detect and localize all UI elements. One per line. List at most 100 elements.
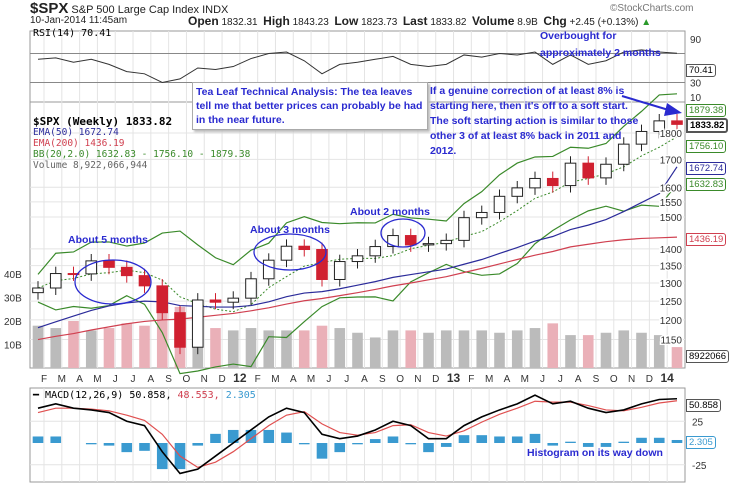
price-tick-label: 1700 [660,155,683,166]
correction-annotation: If a genuine correction of at least 8% i… [430,85,639,157]
volume-bar [210,328,221,368]
x-tick-label: F [468,374,474,385]
brand-logo: ©StockCharts.com [610,3,694,14]
volume-bar [281,330,292,368]
candle-body [617,143,630,165]
x-tick-label: 14 [661,371,675,385]
volume-bar [653,335,665,368]
histogram-bar [210,433,221,443]
rsi-tick-label: 30 [690,79,702,90]
volume-bar [405,330,417,368]
x-tick-label: 13 [447,371,461,385]
highlight-ellipse [74,259,152,305]
volume-bar [476,330,488,368]
volume-bar [334,328,346,368]
histogram-annotation: Histogram on its way down [527,447,663,459]
price-tick-label: 1500 [660,213,683,224]
histogram-bar [511,436,523,443]
volume-bar [263,330,275,368]
volume-bar [139,325,150,368]
price-tick-label: 1600 [660,183,683,194]
histogram-bar [245,429,257,443]
candle-body [103,260,115,268]
histogram-bar [600,443,612,447]
tag-ema50: 1672.74 [686,162,727,175]
histogram-bar [618,441,630,443]
candle-body [458,217,470,241]
candle-body [475,211,488,219]
chart-title: $SPX S&P 500 Large Cap Index INDX [30,0,229,17]
candle-body [174,312,186,348]
ema200-line [37,236,678,341]
volume-bar [511,330,523,368]
candle-body [120,266,133,277]
volume-bar [298,330,310,368]
candle-body [280,245,293,261]
ema50-line [37,166,678,329]
overbought-annotation: Overbought for approximately 2 months [540,30,661,59]
x-tick-label: M [58,374,66,385]
x-tick-label: 12 [233,371,247,385]
candle-body [333,261,346,280]
volume-bar [423,332,434,368]
histogram-bar [298,443,310,445]
rsi-tick-label: 90 [690,35,702,46]
chart-date: 10-Jan-2014 11:45am [30,15,128,26]
price-legend: $SPX (Weekly) 1833.82 EMA(50) 1672.74 EM… [33,116,250,171]
volume-bar [85,330,97,368]
x-tick-label: J [131,374,136,385]
histogram-bar [405,443,417,445]
histogram-bar [369,439,381,443]
candle-body [49,273,62,289]
candle-body [582,162,595,179]
x-tick-label: O [396,374,404,385]
histogram-bar [352,443,363,445]
price-tick-label: 1300 [660,279,683,290]
candle-body [422,243,435,246]
histogram-bar [423,443,434,453]
histogram-bar [139,443,150,451]
volume-bar [50,328,62,368]
candle-body [298,245,311,251]
tag-volume: 8922066 [686,350,729,363]
quote-line: Open 1832.31 High 1843.23 Low 1823.73 La… [188,14,652,28]
histogram-bar [529,433,541,443]
x-tick-label: F [255,374,261,385]
x-tick-label: S [379,374,386,385]
tag-rsi: 70.41 [686,64,716,77]
x-tick-label: M [485,374,493,385]
macd-tick-label: 25 [692,417,704,428]
rsi-legend: RSI(14) 70.41 [33,28,112,39]
histogram-bar [334,443,346,453]
histogram-bar [476,435,488,443]
volume-bar [636,332,647,368]
highlight-ellipse [380,218,426,248]
x-tick-label: O [610,374,618,385]
tag-macd: 50.858 [686,399,722,412]
histogram-bar [653,437,665,443]
legend-main: $SPX (Weekly) 1833.82 [33,115,173,128]
legend-volume: Volume 8,922,066,944 [33,160,148,171]
candle-body [85,260,98,275]
volume-bar [68,321,79,368]
x-tick-label: A [76,374,83,385]
candle-body [671,120,683,125]
histogram-bar [671,439,683,443]
candle-body [440,239,453,245]
histogram-bar [316,443,328,459]
volume-bar [565,335,576,368]
histogram-bar [440,443,452,447]
histogram-bar [547,443,559,446]
volume-bar [103,328,115,368]
x-tick-label: S [165,374,172,385]
x-tick-label: A [575,374,582,385]
x-tick-label: M [93,374,101,385]
candle-body [511,187,524,197]
tag-last: 1833.82 [686,118,729,133]
volume-bar [369,337,381,368]
x-tick-label: D [432,374,439,385]
price-tick-label: 1800 [660,129,683,140]
macd-legend: ━ MACD(12,26,9) 50.858, 48.553, 2.305 [33,390,256,401]
histogram-bar [121,443,133,453]
